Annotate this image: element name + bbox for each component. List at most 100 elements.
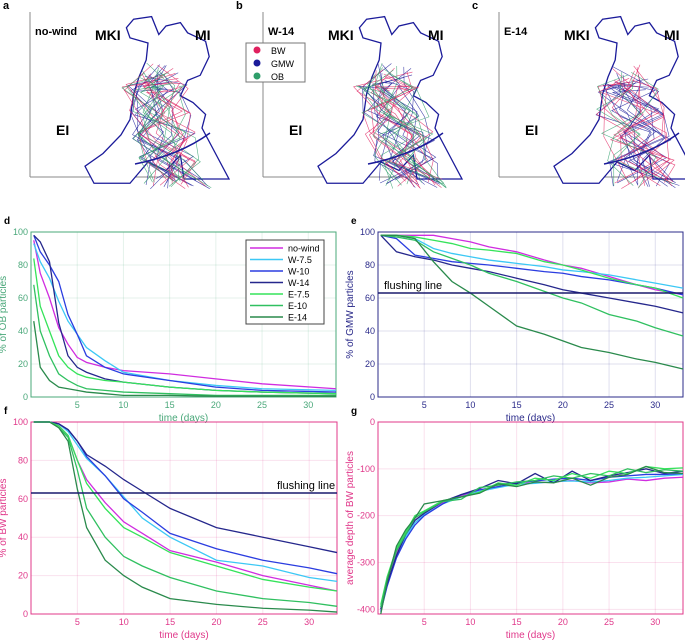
panel-label: e xyxy=(351,216,357,227)
particle-track xyxy=(362,67,444,183)
particle-track xyxy=(596,74,674,185)
boundary-line xyxy=(603,132,680,165)
y-tick-label: 60 xyxy=(18,293,28,303)
series-line-no-wind xyxy=(380,476,684,610)
particle-track xyxy=(353,71,436,186)
flushing-line-label: flushing line xyxy=(384,280,442,292)
series-line-W-14 xyxy=(380,468,684,610)
y-tick-label: 60 xyxy=(365,293,375,303)
particle-track xyxy=(601,81,655,181)
x-tick-label: 20 xyxy=(211,400,221,410)
x-tick-label: 25 xyxy=(604,617,614,627)
y-tick-label: 40 xyxy=(365,326,375,336)
series-line-E-10 xyxy=(380,234,684,337)
particle-track xyxy=(137,68,190,185)
y-tick-label: 0 xyxy=(370,417,375,427)
particle-track xyxy=(383,66,434,186)
series-line-no-wind xyxy=(33,240,337,390)
legend-entry: W-7.5 xyxy=(288,255,312,265)
particle-track xyxy=(381,75,422,183)
x-tick-label: 30 xyxy=(650,400,660,410)
x-tick-label: 5 xyxy=(422,400,427,410)
chart-d: d 5 10 15 20 25 30 0 20 40 60 80 100 time (days) % of … xyxy=(0,216,337,424)
particle-track xyxy=(146,84,200,188)
y-tick-label: 80 xyxy=(18,455,28,465)
particle-track xyxy=(137,70,164,183)
map-label-ei: EI xyxy=(56,122,69,138)
boundary-line xyxy=(367,132,444,165)
series-line-E-10 xyxy=(33,284,336,397)
x-tick-label: 25 xyxy=(258,617,268,627)
map-label-ei: EI xyxy=(289,122,302,138)
particle-track xyxy=(157,65,206,187)
y-tick-label: -300 xyxy=(357,557,375,567)
particle-track xyxy=(358,85,434,184)
y-tick-label: 0 xyxy=(370,392,375,402)
y-tick-label: 60 xyxy=(18,494,28,504)
map-legend: BW GMW OB xyxy=(245,42,306,83)
map-label-ei: EI xyxy=(525,122,538,138)
x-tick-label: 30 xyxy=(650,617,660,627)
legend-label: BW xyxy=(271,46,286,56)
particle-track xyxy=(596,77,641,187)
legend-label: GMW xyxy=(271,59,294,69)
series-line-E-14 xyxy=(380,465,684,615)
y-axis-label: % of BW particles xyxy=(0,479,9,558)
map-panel-c: c E-14 MKI MI EI xyxy=(472,0,685,189)
map-label-mki: MKI xyxy=(95,27,121,43)
particle-track xyxy=(611,68,664,182)
y-tick-label: 100 xyxy=(13,227,28,237)
y-tick-label: -100 xyxy=(357,464,375,474)
map-label-mi: MI xyxy=(664,27,680,43)
particle-track xyxy=(612,89,674,182)
particle-track xyxy=(617,65,665,186)
series-line-W-10 xyxy=(380,472,684,612)
particle-track xyxy=(635,67,670,188)
estuary-outline xyxy=(553,15,685,184)
y-axis-label: % of OB particles xyxy=(0,276,9,353)
y-axis-label: % of GMW particles xyxy=(345,270,356,358)
particle-track xyxy=(138,73,181,183)
y-tick-label: 40 xyxy=(18,326,28,336)
x-tick-label: 15 xyxy=(512,617,522,627)
x-tick-label: 5 xyxy=(75,617,80,627)
series-line-E-7.5 xyxy=(380,465,684,605)
x-axis-label: time (days) xyxy=(506,630,555,641)
x-axis-label: time (days) xyxy=(159,413,208,424)
legend-entry: E-14 xyxy=(288,313,307,323)
estuary-outline xyxy=(84,15,231,184)
series-line-W-14 xyxy=(380,234,684,314)
legend-entry: W-10 xyxy=(288,267,309,277)
legend-marker xyxy=(253,72,261,80)
plot-frame xyxy=(30,231,337,398)
series-line-E-14 xyxy=(380,234,684,370)
particle-track xyxy=(364,86,443,180)
legend-marker xyxy=(253,59,261,67)
particle-track xyxy=(369,69,417,185)
map-title: no-wind xyxy=(35,26,77,38)
y-tick-label: 80 xyxy=(365,260,375,270)
particle-track xyxy=(380,86,447,188)
legend-entry: no-wind xyxy=(288,244,320,254)
legend-entry: E-7.5 xyxy=(288,290,310,300)
x-tick-label: 15 xyxy=(165,400,175,410)
particle-track xyxy=(140,84,204,181)
particle-track xyxy=(380,66,430,184)
x-tick-label: 20 xyxy=(558,400,568,410)
x-tick-label: 5 xyxy=(75,400,80,410)
chart-e: e 5 10 15 20 25 30 0 20 40 60 80 100 time (days) % of … xyxy=(345,216,684,424)
y-tick-label: 0 xyxy=(23,392,28,402)
plot-frame xyxy=(377,231,684,398)
x-tick-label: 10 xyxy=(465,617,475,627)
map-panel-a: a no-wind MKI MI EI xyxy=(3,0,231,190)
series-line-E-14 xyxy=(33,321,336,397)
particle-track xyxy=(132,83,186,184)
particle-track xyxy=(369,70,406,182)
particle-track xyxy=(617,83,646,186)
legend-label: OB xyxy=(271,72,284,82)
panel-label: c xyxy=(472,0,478,12)
series-line-E-14 xyxy=(33,421,338,613)
y-tick-label: -400 xyxy=(357,604,375,614)
